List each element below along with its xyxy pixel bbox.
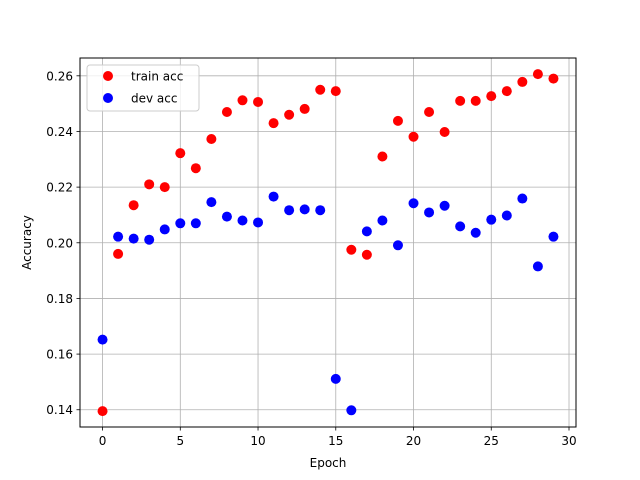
- x-tick-label: 30: [561, 434, 576, 448]
- dev-acc-point: [330, 373, 341, 384]
- train-acc-point: [299, 103, 310, 114]
- x-tick-label: 0: [99, 434, 107, 448]
- legend-box: [86, 64, 200, 112]
- train-acc-point: [377, 151, 388, 162]
- x-tick-label: 15: [328, 434, 343, 448]
- train-acc-point: [253, 96, 264, 107]
- dev-acc-point: [221, 211, 232, 222]
- dev-acc-point: [408, 198, 419, 209]
- dev-acc-point: [315, 205, 326, 216]
- dev-acc-point: [128, 233, 139, 244]
- dev-acc-point: [144, 234, 155, 245]
- legend: train acc dev acc: [86, 64, 200, 112]
- train-acc-point: [361, 249, 372, 260]
- train-acc-point: [486, 91, 497, 102]
- train-acc-point: [330, 86, 341, 97]
- dev-acc-point: [237, 215, 248, 226]
- train-acc-point: [315, 84, 326, 95]
- dev-acc-point: [424, 207, 435, 218]
- y-tick-label: 0.22: [46, 181, 73, 195]
- train-acc-point: [284, 109, 295, 120]
- train-acc-point: [532, 69, 543, 80]
- train-acc-point: [113, 248, 124, 259]
- dev-acc-point: [299, 204, 310, 215]
- dev-acc-point: [532, 261, 543, 272]
- train-acc-point: [237, 95, 248, 106]
- train-acc-point: [159, 182, 170, 193]
- dev-acc-point: [392, 240, 403, 251]
- y-tick-label: 0.18: [46, 292, 73, 306]
- y-tick-label: 0.14: [46, 403, 73, 417]
- dev-acc-point: [175, 218, 186, 229]
- y-tick-label: 0.26: [46, 69, 73, 83]
- dev-acc-point: [346, 405, 357, 416]
- dev-acc-point: [97, 334, 108, 345]
- dev-acc-point: [113, 231, 124, 242]
- train-acc-point: [517, 76, 528, 87]
- train-acc-point: [470, 95, 481, 106]
- x-tick-label: 5: [176, 434, 184, 448]
- train-acc-point: [190, 163, 201, 174]
- dev-acc-point: [253, 217, 264, 228]
- dev-acc-point: [190, 218, 201, 229]
- dev-acc-point: [361, 226, 372, 237]
- legend-label-dev: dev acc: [131, 92, 177, 106]
- train-acc-point: [455, 95, 466, 106]
- dev-acc-point: [159, 224, 170, 235]
- train-acc-point: [346, 244, 357, 255]
- grid-lines: [80, 58, 576, 427]
- train-acc-point: [439, 127, 450, 138]
- dev-acc-point: [206, 197, 217, 208]
- dev-acc-point: [377, 215, 388, 226]
- y-axis-label: Accuracy: [20, 215, 34, 270]
- train-acc-point: [221, 106, 232, 117]
- dev-acc-point: [486, 214, 497, 225]
- y-tick-label: 0.20: [46, 236, 73, 250]
- legend-label-train: train acc: [131, 70, 183, 84]
- train-acc-point: [175, 148, 186, 159]
- x-tick-label: 20: [406, 434, 421, 448]
- dev-acc-point: [439, 200, 450, 211]
- legend-marker-train: [103, 71, 113, 81]
- dev-acc-point: [517, 193, 528, 204]
- dev-acc-point: [548, 231, 559, 242]
- train-acc-point: [392, 115, 403, 126]
- train-acc-point: [97, 406, 108, 417]
- train-acc-point: [408, 131, 419, 142]
- x-axis-label: Epoch: [310, 456, 347, 470]
- train-acc-point: [144, 179, 155, 190]
- train-acc-point: [268, 118, 279, 129]
- dev-acc-point: [268, 191, 279, 202]
- dev-acc-point: [470, 227, 481, 238]
- dev-acc-point: [455, 221, 466, 232]
- train-acc-point: [206, 133, 217, 144]
- x-tick-label: 10: [250, 434, 265, 448]
- axis-ticks: 0 5 10 15 20 25 30 0.14 0.16 0.18 0.20 0.22 0.24 0.26: [46, 69, 576, 448]
- train-acc-point: [501, 86, 512, 97]
- train-acc-point: [128, 200, 139, 211]
- dev-acc-point: [284, 205, 295, 216]
- y-tick-label: 0.24: [46, 125, 73, 139]
- train-acc-point: [548, 73, 559, 84]
- x-tick-label: 25: [484, 434, 499, 448]
- dev-acc-point: [501, 210, 512, 221]
- legend-marker-dev: [103, 93, 113, 103]
- train-acc-point: [424, 106, 435, 117]
- y-tick-label: 0.16: [46, 348, 73, 362]
- data-points: [97, 69, 559, 417]
